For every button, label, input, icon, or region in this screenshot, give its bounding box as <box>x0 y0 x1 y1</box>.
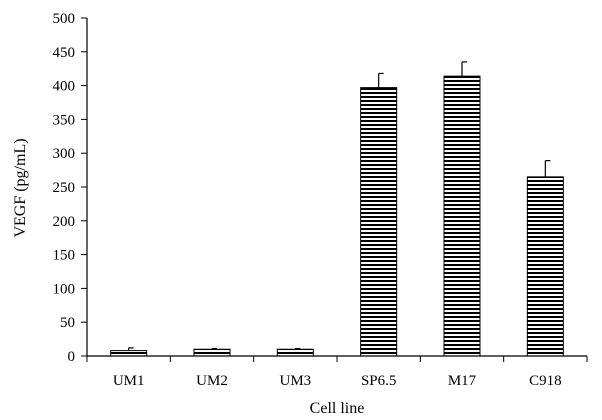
error-bar-sp6-5 <box>378 72 384 88</box>
y-tick-label: 0 <box>68 349 76 365</box>
y-tick-label: 200 <box>53 214 76 230</box>
y-tick-label: 150 <box>53 248 76 264</box>
axes <box>81 17 588 362</box>
bars <box>110 75 564 357</box>
y-tick-label: 500 <box>53 11 76 27</box>
x-tick-labels: UM1 UM2 UM3 SP6.5 M17 C918 <box>113 373 562 389</box>
error-bar-um3 <box>294 347 301 350</box>
y-tick-label: 100 <box>53 281 76 297</box>
y-tick-label: 250 <box>53 180 76 196</box>
error-bars <box>128 61 551 351</box>
x-tick-label: UM3 <box>279 373 311 389</box>
x-tick-label: UM1 <box>113 373 145 389</box>
bar-c918 <box>526 176 564 357</box>
y-tick-labels: 0 50 100 150 200 250 300 350 400 450 500 <box>53 11 76 365</box>
y-tick-label: 450 <box>53 45 76 61</box>
error-bar-um2 <box>211 347 217 350</box>
y-tick-label: 350 <box>53 112 76 128</box>
y-tick-label: 50 <box>60 315 75 331</box>
y-axis-title: VEGF (pg/mL) <box>12 138 29 237</box>
y-tick-label: 400 <box>53 79 76 95</box>
bar-sp6-5 <box>360 87 398 357</box>
bar-um2 <box>193 348 231 357</box>
bar-um3 <box>276 348 314 357</box>
x-tick-label: UM2 <box>196 373 228 389</box>
error-bar-um1 <box>128 347 134 351</box>
error-bar-c918 <box>544 160 551 177</box>
x-tick-label: SP6.5 <box>361 373 396 389</box>
x-axis-title: Cell line <box>310 400 365 417</box>
x-tick-label: C918 <box>529 373 562 389</box>
y-tick-label: 300 <box>53 146 76 162</box>
error-bar-m17 <box>461 61 467 77</box>
x-tick-label: M17 <box>448 373 477 389</box>
bar-m17 <box>443 75 481 357</box>
bar-um1 <box>110 350 148 357</box>
